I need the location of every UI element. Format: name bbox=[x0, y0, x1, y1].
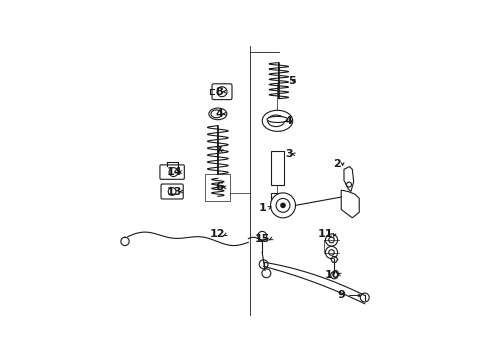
Circle shape bbox=[325, 234, 338, 246]
Circle shape bbox=[325, 246, 338, 258]
Text: 8: 8 bbox=[216, 87, 223, 97]
Text: 4: 4 bbox=[216, 109, 223, 119]
Text: 3: 3 bbox=[285, 149, 293, 159]
Text: 14: 14 bbox=[166, 167, 182, 177]
Text: 2: 2 bbox=[334, 159, 341, 169]
Text: 9: 9 bbox=[338, 291, 345, 301]
FancyBboxPatch shape bbox=[161, 184, 183, 199]
Text: 10: 10 bbox=[324, 270, 340, 280]
Text: 6: 6 bbox=[216, 183, 223, 192]
Text: 5: 5 bbox=[288, 76, 295, 86]
Text: 13: 13 bbox=[167, 186, 182, 197]
Circle shape bbox=[281, 203, 285, 208]
Text: 1: 1 bbox=[259, 203, 267, 213]
Circle shape bbox=[331, 271, 338, 279]
Polygon shape bbox=[341, 190, 359, 218]
Bar bbox=[270, 193, 284, 203]
Polygon shape bbox=[344, 167, 354, 192]
Text: 4: 4 bbox=[285, 116, 293, 126]
Text: 11: 11 bbox=[318, 229, 333, 239]
Bar bbox=[270, 151, 284, 185]
Circle shape bbox=[262, 269, 271, 278]
Text: 15: 15 bbox=[255, 234, 270, 244]
Circle shape bbox=[259, 260, 268, 269]
Text: 7: 7 bbox=[214, 146, 222, 156]
Ellipse shape bbox=[267, 116, 288, 122]
FancyBboxPatch shape bbox=[160, 165, 184, 179]
Text: 12: 12 bbox=[209, 229, 225, 239]
Circle shape bbox=[360, 293, 369, 302]
Bar bbox=[205, 174, 230, 201]
Circle shape bbox=[270, 193, 295, 218]
FancyBboxPatch shape bbox=[212, 84, 232, 100]
Circle shape bbox=[258, 231, 267, 240]
